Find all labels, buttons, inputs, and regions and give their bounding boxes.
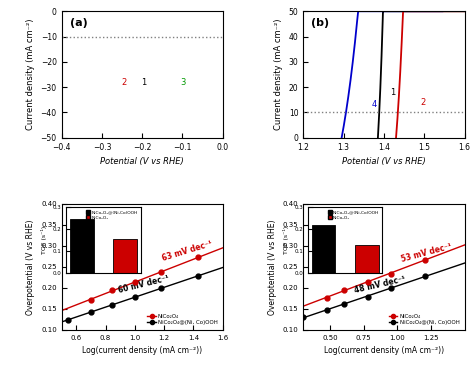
- Text: (b): (b): [311, 18, 329, 28]
- X-axis label: Log(current density (mA cm⁻²)): Log(current density (mA cm⁻²)): [82, 346, 202, 355]
- Text: 2: 2: [420, 98, 426, 107]
- Text: 4: 4: [372, 100, 377, 109]
- Text: 60 mV dec⁻¹: 60 mV dec⁻¹: [117, 274, 170, 296]
- Text: (c): (c): [68, 207, 85, 217]
- Y-axis label: Current density (mA cm⁻²): Current density (mA cm⁻²): [26, 19, 35, 130]
- X-axis label: Log(current density (mA cm⁻²)): Log(current density (mA cm⁻²)): [324, 346, 444, 355]
- Text: 3: 3: [180, 78, 185, 87]
- Y-axis label: Overpotential (V vs RHE): Overpotential (V vs RHE): [27, 219, 36, 315]
- Text: 48 mV dec⁻¹: 48 mV dec⁻¹: [353, 275, 406, 296]
- Text: (d): (d): [310, 207, 328, 217]
- Text: 53 mV dec⁻¹: 53 mV dec⁻¹: [400, 242, 453, 264]
- X-axis label: Potential (V vs RHE): Potential (V vs RHE): [342, 157, 426, 166]
- Legend: NiCo₂O₄, NiCo₂O₄@(Ni, Co)OOH: NiCo₂O₄, NiCo₂O₄@(Ni, Co)OOH: [145, 312, 220, 327]
- X-axis label: Potential (V vs RHE): Potential (V vs RHE): [100, 157, 184, 166]
- Text: (a): (a): [70, 18, 87, 28]
- Y-axis label: Overpotential (V vs RHE): Overpotential (V vs RHE): [268, 219, 277, 315]
- Text: 1: 1: [390, 88, 395, 97]
- Text: 63 mV dec⁻¹: 63 mV dec⁻¹: [161, 239, 214, 263]
- Legend: NiCo₂O₄, NiCo₂O₄@(Ni, Co)OOH: NiCo₂O₄, NiCo₂O₄@(Ni, Co)OOH: [387, 312, 462, 327]
- Text: 2: 2: [121, 78, 127, 87]
- Text: 1: 1: [142, 78, 147, 87]
- Y-axis label: Current density (mA cm⁻²): Current density (mA cm⁻²): [274, 19, 283, 130]
